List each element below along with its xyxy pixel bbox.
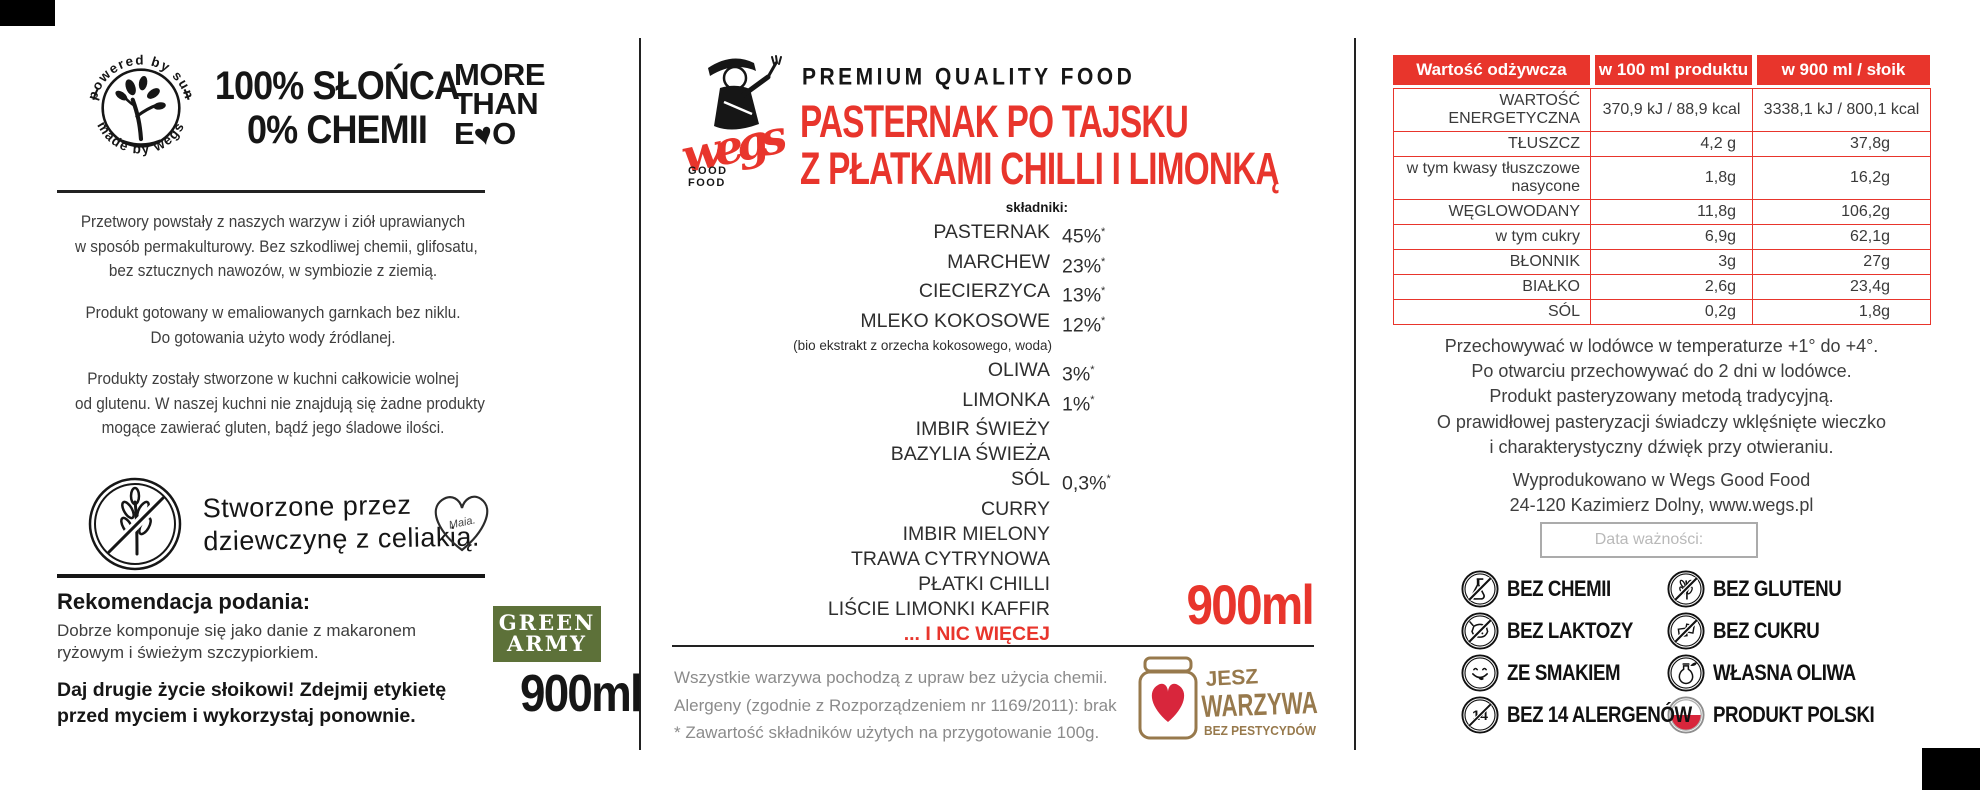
left-panel: powered by sun made by wegs 100% SŁOŃCA … [55,0,643,790]
middle-divider-rule [672,645,1314,647]
jar-heart-icon [1138,656,1198,740]
signature-text: Maia. [448,514,477,531]
wegs-girl-illustration-icon [708,55,782,130]
volume-middle: 900ml [1186,573,1315,636]
table-row: w tym cukry 6,9g 62,1g [1393,224,1931,250]
paragraph-cooking: Produkt gotowany w emaliowanych garnkach… [85,302,461,347]
no-sugar-icon [1667,612,1705,650]
ingredient-row: CURRY [981,497,1050,520]
ingredient-row: LIMONKA 1%* [962,388,1095,416]
ingredient-note: (bio ekstrakt z orzecha kokosowego, woda… [793,338,1052,353]
more-than-eco-logo: MORE THAN E♥O [454,57,546,154]
serving-recommendation-title: Rekomendacja podania: [57,589,311,614]
ingredients-list: składniki: PASTERNAK 45%* MARCHEW 23%* CIE… [700,200,1122,647]
ingredient-row: IMBIR ŚWIEŻY [915,418,1050,441]
nothing-more-note: ... I NIC WIĘCEJ [903,622,1050,645]
table-row: BŁONNIK 3g 27g [1393,249,1931,275]
ingredient-row: PASTERNAK 45%* [933,221,1106,248]
table-row: w tym kwasy tłuszczowe nasycone 1,8g 16,2g [1393,156,1931,200]
claims-badges-grid: BEZ CHEMII BEZ GLUTENU [1461,570,1923,734]
ingredient-row: OLIWA 3%* [987,359,1095,386]
crop-mark-top-left [0,0,55,26]
allergen-notes: Wszystkie warzywa pochodzą z upraw bez u… [674,668,1117,743]
green-army-badge: GREEN ARMY [493,606,601,662]
jesz-warzywa-badge: JESZ WARZYWA BEZ PESTYCYDÓW [1138,656,1318,740]
nutrition-table: Wartość odżywcza w 100 ml produktu w 900… [1393,55,1931,325]
stamp-top-text: powered by sun [85,52,196,101]
svg-text:powered by sun: powered by sun [85,52,198,101]
tasty-smiley-icon [1461,654,1499,692]
intro-paragraphs: Przetwory powstały z naszych warzyw i zi… [75,210,485,458]
powered-by-sun-stamp-icon: powered by sun made by wegs [85,52,198,156]
ingredient-row: SÓL 0,3%* [1010,468,1111,495]
nutrition-header-100ml: w 100 ml produktu [1595,55,1752,85]
ingredient-row: PŁATKI CHILLI [918,572,1050,595]
logo-food-text: FOOD [688,177,726,189]
storage-instructions: Przechowywać w lodówce w temperaturze +1… [1436,336,1887,457]
no-14-allergens-icon: 14 [1461,696,1499,734]
ingredient-row: IMBIR MIELONY [902,522,1050,545]
nutrition-header-label: Wartość odżywcza [1393,55,1590,85]
table-row: BIAŁKO 2,6g 23,4g [1393,274,1931,300]
ingredient-row: MLEKO KOKOSOWE 12%* [860,309,1106,337]
badge-no-14-allergens: 14 BEZ 14 ALERGENÓW [1461,696,1692,734]
table-row: SÓL 0,2g 1,8g [1393,299,1931,325]
veg-badge-bez-pestycydow: BEZ PESTYCYDÓW [1204,723,1316,738]
no-gluten-icon [1667,570,1705,608]
stamp-tree-icon [115,75,166,147]
paragraph-gluten-free: Produkty zostały stworzone w kuchni całk… [75,369,485,438]
producer-info: Wyprodukowano w Wegs Good Food 24-120 Ka… [1509,470,1814,516]
jar-reuse-note: Daj drugie życie słoikowi! Zdejmij etyki… [57,679,447,727]
crop-mark-bottom-right [1922,748,1980,790]
no-lactose-icon [1461,612,1499,650]
own-olive-oil-icon [1667,654,1705,692]
badge-polish-product: PRODUKT POLSKI [1667,696,1923,734]
ingredient-row: MARCHEW 23%* [947,250,1106,278]
paragraph-permaculture: Przetwory powstały z naszych warzyw i zi… [75,212,478,281]
no-chemicals-icon [1461,570,1499,608]
veg-badge-jesz: JESZ [1205,665,1259,691]
badge-no-sugar: BEZ CUKRU [1667,612,1923,650]
ingredient-row: LIŚCIE LIMONKI KAFFIR [827,597,1050,620]
badge-tasty: ZE SMAKIEM [1461,654,1667,692]
left-divider-rule-thick [57,574,485,578]
table-row: WĘGLOWODANY 11,8g 106,2g [1393,199,1931,225]
panel-divider-left [639,38,641,750]
left-divider-rule [57,190,485,193]
wegs-logo: wegs GOOD FOOD [680,55,792,189]
ingredient-row: CIECIERZYCA 13%* [918,280,1106,307]
logo-good-text: GOOD [688,165,728,177]
veg-badge-warzywa: WARZYWA [1201,685,1318,724]
badge-no-gluten: BEZ GLUTENU [1667,570,1923,608]
panel-divider-right [1354,38,1356,750]
signature-heart-icon: Maia. [434,495,489,552]
serving-recommendation-body: Dobrze komponuje się jako danie z makaro… [57,621,417,663]
ingredient-row: TRAWA CYTRYNOWA [851,547,1050,570]
badge-no-chemicals: BEZ CHEMII [1461,570,1667,608]
premium-quality-food-tagline: PREMIUM QUALITY FOOD [802,64,1136,91]
volume-left: 900ml [520,665,643,723]
expiry-date-field: Data ważności: [1540,522,1758,558]
nutrition-header-900ml: w 900 ml / słoik [1757,55,1930,85]
middle-panel: wegs GOOD FOOD PREMIUM QUALITY FOOD PAST… [640,0,1355,790]
product-title: PASTERNAK PO TAJSKU Z PŁATKAMI CHILLI I … [800,96,1280,195]
nutrition-header-row: Wartość odżywcza w 100 ml produktu w 900… [1393,55,1930,85]
badge-no-lactose: BEZ LAKTOZY [1461,612,1667,650]
table-row: TŁUSZCZ 4,2 g 37,8g [1393,131,1931,157]
ingredients-label: składniki: [1005,200,1068,215]
badge-own-olive-oil: WŁASNA OLIWA [1667,654,1923,692]
table-row: WARTOŚĆ ENERGETYCZNA 370,9 kJ / 88,9 kcal… [1393,88,1931,132]
ingredient-row: BAZYLIA ŚWIEŻA [890,443,1050,466]
slogan-100-sun: 100% SŁOŃCA 0% CHEMII [214,64,460,152]
poland-flag-icon [1667,696,1705,734]
gluten-free-icon [88,477,182,571]
right-panel: Wartość odżywcza w 100 ml produktu w 900… [1355,0,1980,790]
